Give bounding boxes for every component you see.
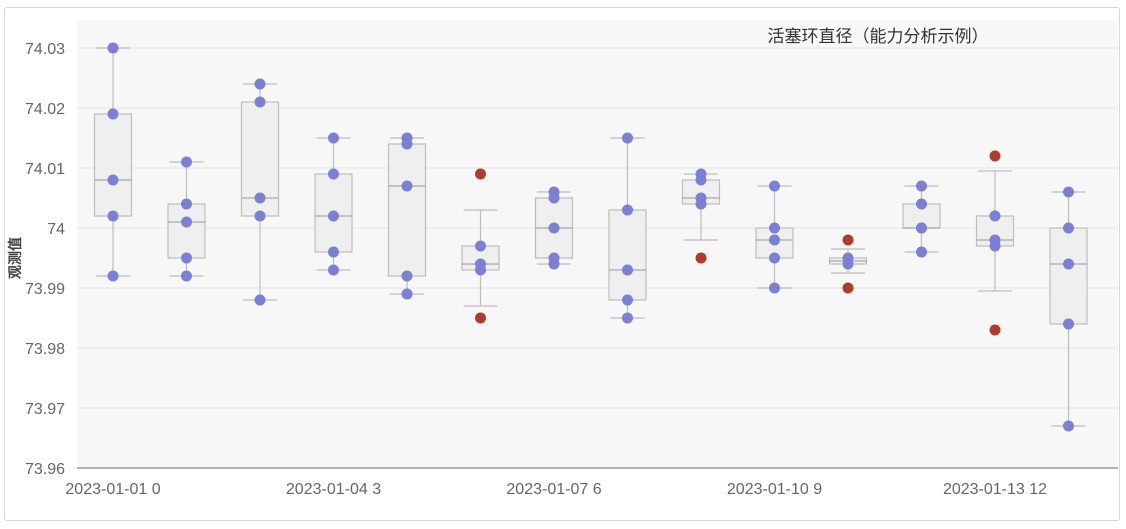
data-point <box>916 246 927 258</box>
x-tick-label: 2023-01-04 3 <box>286 481 381 498</box>
y-tick-label: 74.01 <box>25 161 65 178</box>
y-axis: 73.96 73.97 73.98 73.99 74 74.01 74.02 74.03 <box>25 41 65 478</box>
x-tick-label: 2023-01-07 6 <box>506 481 601 498</box>
data-point <box>401 288 413 300</box>
data-point <box>769 222 780 234</box>
data-point <box>181 216 192 228</box>
data-point <box>989 210 1001 222</box>
data-point <box>842 258 854 270</box>
data-point <box>1063 318 1074 330</box>
y-tick-label: 73.98 <box>25 341 65 358</box>
box-group <box>1049 186 1088 432</box>
data-point <box>401 180 413 192</box>
data-point <box>254 294 266 306</box>
data-point <box>328 132 339 144</box>
data-point <box>401 138 413 150</box>
data-point <box>1063 258 1074 270</box>
outlier-point <box>475 168 486 180</box>
data-point <box>622 204 633 216</box>
x-tick-label: 2023-01-01 0 <box>65 481 160 498</box>
data-point <box>107 270 119 282</box>
box-iqr <box>608 209 647 301</box>
x-tick-label: 2023-01-13 12 <box>943 481 1047 498</box>
data-point <box>1063 186 1074 198</box>
data-point <box>401 270 413 282</box>
data-point <box>916 222 927 234</box>
data-point <box>328 264 339 276</box>
data-point <box>622 264 633 276</box>
plot-area <box>77 20 1118 468</box>
data-point <box>328 246 339 258</box>
box-group <box>314 132 353 276</box>
box-group <box>167 156 206 282</box>
outlier-point <box>842 282 854 294</box>
x-tick-label: 2023-01-10 9 <box>727 481 822 498</box>
outlier-point <box>695 252 707 264</box>
data-point <box>107 210 119 222</box>
box-group <box>828 234 868 294</box>
data-point <box>254 192 266 204</box>
data-point <box>916 180 927 192</box>
y-tick-label: 74.03 <box>25 41 65 58</box>
y-tick-label: 74 <box>47 221 65 238</box>
data-point <box>254 96 266 108</box>
box-group <box>387 132 427 300</box>
data-point <box>548 222 560 234</box>
data-point <box>328 210 339 222</box>
box-series <box>93 42 1088 432</box>
box-group <box>534 186 574 270</box>
box-group <box>975 150 1015 336</box>
data-point <box>107 108 119 120</box>
data-point <box>328 168 339 180</box>
box-iqr <box>1049 227 1088 325</box>
data-point <box>107 174 119 186</box>
y-tick-label: 73.99 <box>25 281 65 298</box>
box-group <box>240 78 280 306</box>
x-axis: 2023-01-01 0 2023-01-04 3 2023-01-07 6 2023… <box>65 481 1047 498</box>
outlier-point <box>989 150 1001 162</box>
data-point <box>254 78 266 90</box>
y-tick-label: 74.02 <box>25 101 65 118</box>
box-group <box>681 168 721 264</box>
data-point <box>695 198 707 210</box>
data-point <box>181 198 192 210</box>
data-point <box>769 234 780 246</box>
box-group <box>461 168 500 324</box>
data-point <box>622 312 633 324</box>
data-point <box>548 192 560 204</box>
data-point <box>1063 420 1074 432</box>
data-point <box>622 132 633 144</box>
data-point <box>769 252 780 264</box>
outlier-point <box>842 234 854 246</box>
data-point <box>989 240 1001 252</box>
data-point <box>548 258 560 270</box>
box-iqr <box>167 203 206 259</box>
data-point <box>1063 222 1074 234</box>
data-point <box>769 180 780 192</box>
data-point <box>475 264 486 276</box>
data-point <box>622 294 633 306</box>
y-axis-label: 观测值 <box>7 237 24 279</box>
data-point <box>916 198 927 210</box>
data-point <box>475 240 486 252</box>
data-point <box>254 210 266 222</box>
chart-title: 活塞环直径（能力分析示例） <box>768 27 989 47</box>
box-group <box>93 42 133 282</box>
box-group <box>902 180 941 258</box>
data-point <box>181 270 192 282</box>
outlier-point <box>475 312 486 324</box>
y-tick-label: 73.97 <box>25 401 65 418</box>
data-point <box>181 156 192 168</box>
data-point <box>695 174 707 186</box>
box-group <box>608 132 647 324</box>
data-point <box>769 282 780 294</box>
data-point <box>181 252 192 264</box>
box-group <box>755 180 794 294</box>
box-iqr <box>93 113 133 217</box>
data-point <box>107 42 119 54</box>
y-tick-label: 73.96 <box>25 461 65 478</box>
outlier-point <box>989 324 1001 336</box>
box-iqr <box>387 143 427 277</box>
